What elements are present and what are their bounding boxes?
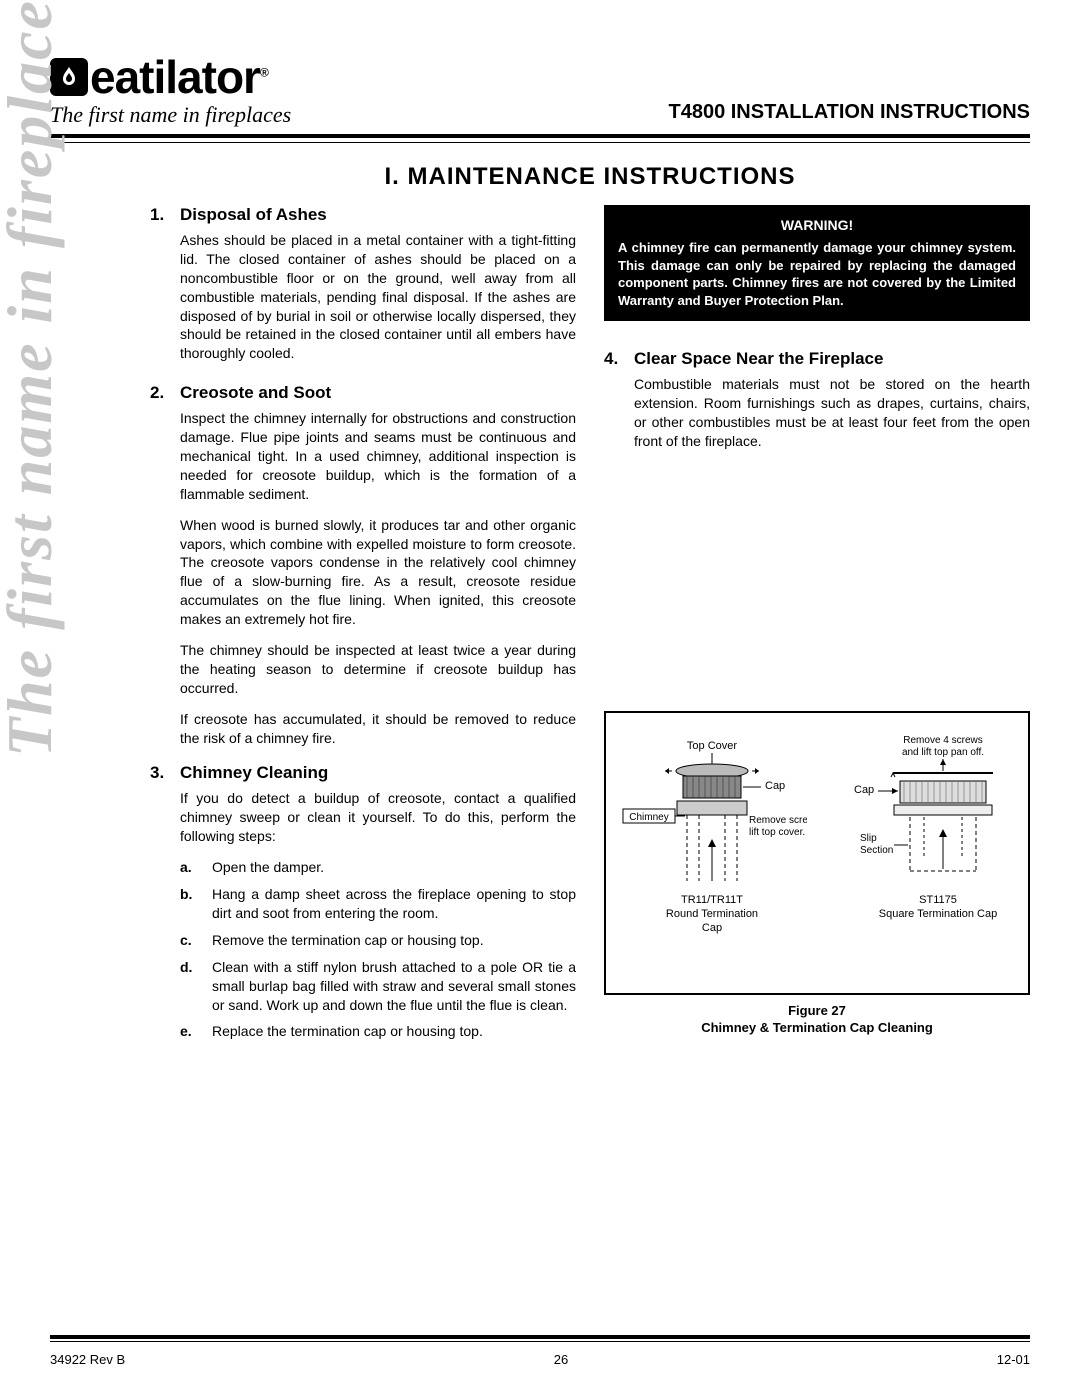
svg-text:Round Termination: Round Termination <box>666 908 758 920</box>
logo-flame-icon <box>50 58 88 96</box>
section-2-p3: The chimney should be inspected at least… <box>180 641 576 698</box>
svg-text:Remove 4 screws: Remove 4 screws <box>903 735 982 746</box>
chimney-cleaning-steps: a.Open the damper. b.Hang a damp sheet a… <box>180 858 576 1041</box>
section-2-p1: Inspect the chimney internally for obstr… <box>180 409 576 503</box>
step-a: a.Open the damper. <box>180 858 576 877</box>
logo-block: eatilator® The first name in fireplaces <box>50 50 291 128</box>
svg-text:Remove screws,: Remove screws, <box>749 815 807 826</box>
section-2-title: 2. Creosote and Soot <box>150 383 576 403</box>
diagram-square-cap: Remove 4 screws and lift top pan off. <box>818 731 1018 941</box>
step-c: c.Remove the termination cap or housing … <box>180 931 576 950</box>
main-heading: I. MAINTENANCE INSTRUCTIONS <box>150 163 1030 191</box>
header-rule <box>50 142 1030 143</box>
section-1-title: 1. Disposal of Ashes <box>150 205 576 225</box>
warning-box: WARNING! A chimney fire can permanently … <box>604 205 1030 321</box>
logo-wordmark: eatilator® <box>90 50 268 104</box>
right-column: WARNING! A chimney fire can permanently … <box>604 205 1030 1049</box>
svg-text:Cap: Cap <box>702 922 722 934</box>
section-3-intro: If you do detect a buildup of creosote, … <box>180 789 576 846</box>
warning-title: WARNING! <box>618 217 1016 233</box>
svg-text:Chimney: Chimney <box>629 812 668 823</box>
round-cap-icon: Top Cover <box>617 731 807 941</box>
section-4-title: 4. Clear Space Near the Fireplace <box>604 349 1030 369</box>
step-b: b.Hang a damp sheet across the fireplace… <box>180 885 576 923</box>
footer-doc-rev: 34922 Rev B <box>50 1352 125 1367</box>
label-top-cover: Top Cover <box>687 740 737 752</box>
section-4-body: Combustible materials must not be stored… <box>634 375 1030 451</box>
section-1-body: Ashes should be placed in a metal contai… <box>180 231 576 363</box>
footer-date: 12-01 <box>997 1352 1030 1367</box>
section-2-p2: When wood is burned slowly, it produces … <box>180 516 576 629</box>
step-e: e.Replace the termination cap or housing… <box>180 1022 576 1041</box>
svg-text:lift top cover.: lift top cover. <box>749 827 805 838</box>
left-column: 1. Disposal of Ashes Ashes should be pla… <box>150 205 576 1049</box>
page-footer: 34922 Rev B 26 12-01 <box>50 1335 1030 1367</box>
content-area: I. MAINTENANCE INSTRUCTIONS 1. Disposal … <box>150 163 1030 1049</box>
figure-27: Top Cover <box>604 711 1030 995</box>
figure-caption: Figure 27 Chimney & Termination Cap Clea… <box>604 1003 1030 1037</box>
footer-page-number: 26 <box>554 1352 568 1367</box>
logo-tagline: The first name in fireplaces <box>50 102 291 128</box>
page-header: eatilator® The first name in fireplaces … <box>50 50 1030 138</box>
section-3-title: 3. Chimney Cleaning <box>150 763 576 783</box>
svg-text:Cap: Cap <box>854 784 874 796</box>
svg-text:Square Termination Cap: Square Termination Cap <box>879 908 997 920</box>
svg-text:and lift top pan off.: and lift top pan off. <box>902 747 984 758</box>
diagram-round-cap: Top Cover <box>616 731 808 941</box>
document-title: T4800 INSTALLATION INSTRUCTIONS <box>668 101 1030 128</box>
svg-text:TR11/TR11T: TR11/TR11T <box>681 894 743 906</box>
step-d: d.Clean with a stiff nylon brush attache… <box>180 958 576 1015</box>
section-2-p4: If creosote has accumulated, it should b… <box>180 710 576 748</box>
svg-text:Section: Section <box>860 845 893 856</box>
square-cap-icon: Remove 4 screws and lift top pan off. <box>818 731 1018 941</box>
warning-body: A chimney fire can permanently damage yo… <box>618 239 1016 309</box>
svg-text:Slip: Slip <box>860 833 877 844</box>
svg-text:ST1175: ST1175 <box>919 894 957 906</box>
svg-text:Cap: Cap <box>765 780 785 792</box>
